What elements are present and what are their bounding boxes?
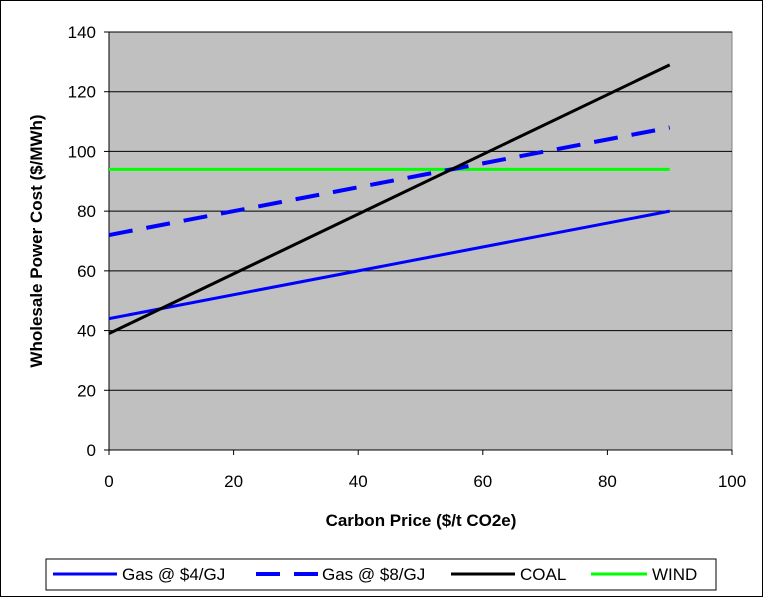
x-tick-label: 40 [349,472,368,491]
y-tick-label: 20 [77,381,96,400]
series-line-gas-4-gj [108,209,670,321]
legend-label: WIND [652,565,697,584]
x-axis-title: Carbon Price ($/t CO2e) [326,511,517,530]
plot-area [108,31,733,451]
series [108,63,671,335]
y-tick-label: 80 [77,202,96,221]
legend-label: Gas @ $8/GJ [322,565,425,584]
ticks: 0 20 40 60 80 100 120 140 0 20 40 60 80 100 [68,23,747,491]
y-tick-label: 120 [68,83,96,102]
x-tick-label: 100 [718,472,746,491]
y-tick-label: 140 [68,23,96,42]
x-tick-label: 60 [473,472,492,491]
x-tick-label: 20 [224,472,243,491]
y-axis-title: Wholesale Power Cost ($/MWh) [27,114,46,367]
y-tick-label: 0 [87,441,96,460]
x-tick-label: 0 [104,472,113,491]
y-tick-label: 100 [68,142,96,161]
x-tick-label: 80 [598,472,617,491]
legend-label: COAL [520,565,566,584]
series-line-coal [108,63,671,335]
legend: Gas @ $4/GJ Gas @ $8/GJ COAL WIND [45,558,717,591]
axes [108,32,732,451]
y-tick-label: 60 [77,262,96,281]
gridlines [109,31,732,391]
series-line-gas-8-gj [108,125,671,237]
y-tick-label: 40 [77,322,96,341]
legend-label: Gas @ $4/GJ [122,565,225,584]
